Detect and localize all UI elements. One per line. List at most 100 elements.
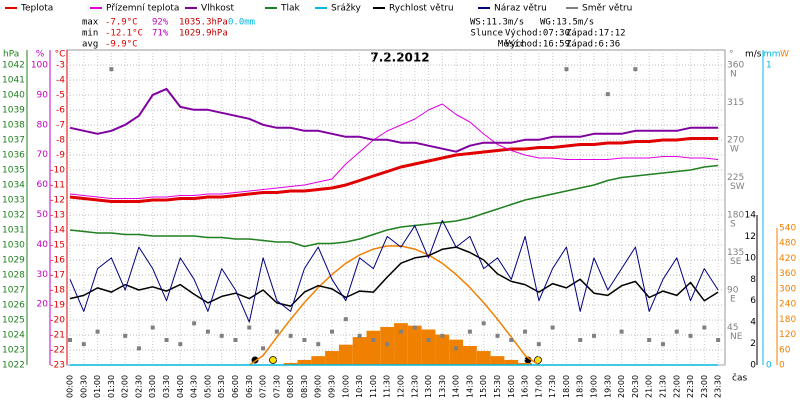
x-tick-label: 14:30 — [465, 375, 474, 398]
x-tick-label: 12:30 — [410, 375, 419, 398]
y-tick-label: 45 — [727, 323, 738, 333]
x-tick-label: 15:00 — [479, 375, 488, 398]
y-tick-label: -21 — [50, 331, 65, 341]
x-tick-label: 10:00 — [341, 375, 350, 398]
y-tick-label: 0 — [750, 361, 756, 371]
x-tick-label: 20:00 — [617, 375, 626, 398]
x-tick-label: 20:30 — [631, 375, 640, 398]
y-tick-label: -6 — [56, 106, 65, 116]
direction-point — [536, 342, 541, 347]
y-tick-label: 1036 — [2, 151, 25, 161]
y-tick-label: 420 — [779, 254, 796, 264]
direction-point — [702, 325, 707, 330]
x-tick-label: 22:30 — [686, 375, 695, 398]
direction-point — [81, 342, 86, 347]
y-tick-label: -8 — [56, 136, 65, 146]
stat-text: 92% — [152, 18, 169, 28]
stat-text: -7.9°C — [105, 18, 138, 28]
y-tick-label: -12 — [50, 196, 65, 206]
axis-unit: W — [780, 50, 789, 60]
axis-unit: m/s — [745, 50, 762, 60]
sun-info: Slunce — [470, 29, 503, 39]
y-tick-label: -10 — [50, 166, 65, 176]
solar-bar — [490, 356, 505, 365]
solar-bar — [366, 330, 381, 365]
x-tick-label: 04:00 — [176, 375, 185, 398]
y-tick-label: 14 — [745, 211, 757, 221]
y-tick-label: 60 — [779, 345, 791, 355]
solar-bar — [476, 351, 491, 365]
lines-layer — [68, 67, 721, 366]
y-tick-label: 8 — [750, 275, 756, 285]
legend-label: Přízemní teplota — [106, 4, 179, 14]
y-tick-label: 480 — [779, 239, 796, 249]
moon-info: Východ:16:59 — [505, 40, 570, 50]
x-tick-label: 05:00 — [203, 375, 212, 398]
solar-bar — [352, 337, 367, 365]
y-tick-label: 100 — [31, 61, 48, 71]
direction-point — [660, 342, 665, 347]
solar-bar — [504, 359, 519, 365]
y-tick-label: 30 — [37, 270, 49, 280]
x-tick-label: 17:30 — [548, 375, 557, 398]
x-tick-label: 00:00 — [66, 375, 75, 398]
stat-text: 0.0mm — [228, 18, 255, 28]
y-tick-label: 2 — [750, 339, 756, 349]
direction-point — [398, 329, 403, 334]
x-tick-label: 04:30 — [190, 375, 199, 398]
solar-bar — [407, 325, 422, 365]
y-tick-label: 1028 — [2, 271, 25, 281]
y-tick-label: 90 — [37, 90, 49, 100]
direction-point — [274, 329, 279, 334]
x-tick-label: 13:00 — [424, 375, 433, 398]
y-tick-label: 1039 — [2, 106, 25, 116]
y-tick-label: 1035 — [2, 166, 25, 176]
moonset-icon — [269, 356, 277, 364]
direction-point — [633, 67, 638, 72]
y-tick-label: 1033 — [2, 196, 25, 206]
axis-unit: ° — [729, 50, 734, 60]
series-line — [69, 137, 719, 203]
y-tick-label: 60 — [37, 180, 49, 190]
bars-layer — [269, 323, 546, 365]
x-tick-label: 07:30 — [272, 375, 281, 398]
x-tick-label: 17:00 — [534, 375, 543, 398]
x-tick-label: 16:00 — [507, 375, 516, 398]
stat-text: -9.9°C — [105, 40, 138, 50]
direction-point — [619, 329, 624, 334]
x-tick-label: 05:30 — [217, 375, 226, 398]
x-tick-label: 19:30 — [603, 375, 612, 398]
axis-unit: °C — [55, 50, 66, 60]
direction-point — [481, 321, 486, 326]
y-tick-label: -13 — [50, 211, 65, 221]
moon-info: Západ:6:36 — [566, 40, 620, 50]
y-tick-label: 315 — [727, 98, 744, 108]
legend-label: Vlhkost — [201, 4, 234, 14]
direction-point — [578, 338, 583, 342]
axis-unit: mm — [763, 50, 781, 60]
y-tick-label: 1029 — [2, 256, 25, 266]
x-tick-label: 03:00 — [148, 375, 157, 398]
y-tick-label: 1034 — [2, 181, 25, 191]
x-tick-label: 23:30 — [714, 375, 723, 398]
y-tick-label: 135 — [727, 248, 744, 258]
y-tick-label: 20 — [37, 300, 49, 310]
series-line — [69, 87, 719, 153]
y-tick-label: -18 — [50, 286, 65, 296]
solar-bar — [311, 356, 326, 365]
x-tick-label: 06:00 — [231, 375, 240, 398]
x-tick-label: 02:00 — [121, 375, 130, 398]
direction-label: W — [730, 145, 739, 155]
y-tick-label: 50 — [37, 210, 49, 220]
stat-text: max — [82, 18, 99, 28]
direction-point — [343, 317, 348, 322]
y-tick-label: -23 — [50, 361, 65, 371]
x-axis-label: čas — [732, 373, 747, 384]
direction-point — [605, 92, 610, 97]
x-tick-label: 08:30 — [300, 375, 309, 398]
direction-point — [688, 333, 693, 338]
y-tick-label: 6 — [750, 296, 756, 306]
x-tick-label: 02:30 — [134, 375, 143, 398]
direction-point — [178, 342, 183, 347]
